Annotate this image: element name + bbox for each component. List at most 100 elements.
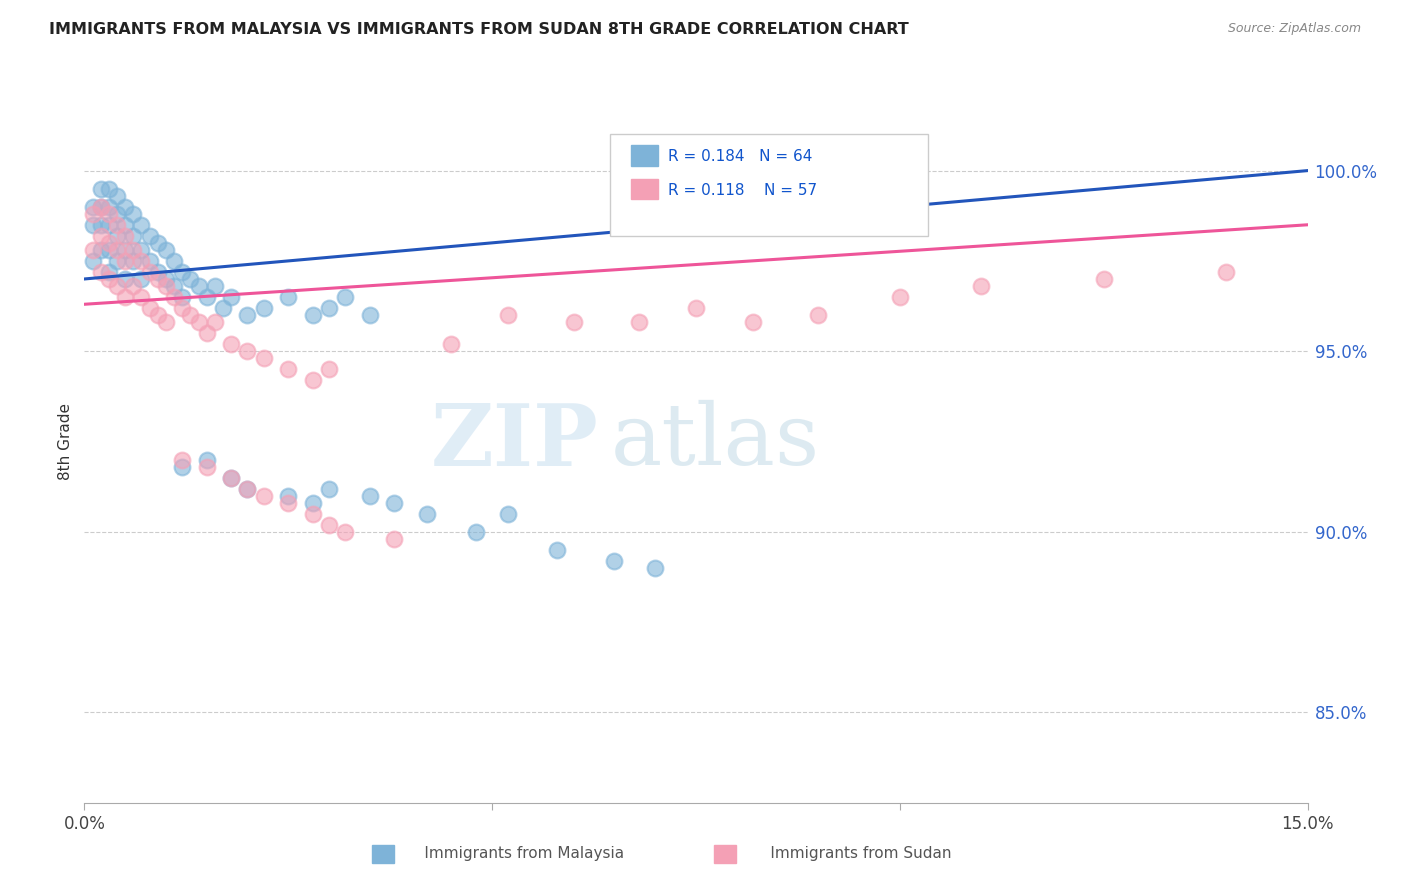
Point (277, 489, 299, 503)
Point (155, 279, 177, 293)
Point (627, 315, 650, 329)
Point (97, 265, 120, 279)
Point (138, 265, 160, 279)
Point (155, 315, 177, 329)
Point (146, 308, 169, 322)
Text: ZIP: ZIP (430, 400, 598, 483)
Point (1215, 265, 1237, 279)
Point (97, 243, 120, 257)
Point (318, 482, 340, 496)
Point (195, 326, 218, 340)
Point (172, 290, 194, 304)
Bar (631, 145, 658, 166)
Point (301, 496, 323, 510)
Point (114, 272, 136, 286)
Point (219, 470, 242, 484)
Point (277, 290, 299, 304)
Point (172, 301, 194, 315)
Point (546, 542, 568, 557)
Point (187, 279, 209, 293)
Point (382, 496, 405, 510)
Point (335, 524, 357, 539)
Point (685, 301, 707, 315)
Text: Immigrants from Sudan: Immigrants from Sudan (747, 846, 952, 861)
Point (105, 207, 128, 221)
Point (131, 243, 153, 257)
Point (90, 243, 112, 257)
Point (146, 235, 169, 250)
Point (359, 308, 381, 322)
Point (131, 272, 153, 286)
Point (301, 373, 323, 387)
Point (90, 228, 112, 243)
Point (122, 228, 145, 243)
Point (105, 279, 128, 293)
Point (277, 362, 299, 376)
Bar (714, 845, 737, 863)
Text: Immigrants from Malaysia: Immigrants from Malaysia (401, 846, 624, 861)
Point (236, 482, 259, 496)
Point (416, 507, 439, 521)
Point (889, 290, 911, 304)
Point (440, 337, 463, 351)
Point (90, 181, 112, 195)
Point (195, 452, 218, 467)
Point (219, 290, 242, 304)
Point (253, 351, 276, 366)
Point (187, 315, 209, 329)
Point (253, 489, 276, 503)
Point (122, 253, 145, 268)
Point (807, 308, 830, 322)
Point (97, 200, 120, 214)
Point (138, 253, 160, 268)
Point (105, 218, 128, 232)
Point (1092, 272, 1115, 286)
Point (122, 207, 145, 221)
Point (163, 279, 186, 293)
Point (335, 290, 357, 304)
Point (742, 315, 765, 329)
Point (97, 272, 120, 286)
Point (90, 265, 112, 279)
Point (219, 470, 242, 484)
Text: R = 0.184   N = 64: R = 0.184 N = 64 (668, 149, 813, 163)
Point (114, 200, 136, 214)
Point (122, 243, 145, 257)
Point (97, 181, 120, 195)
Point (301, 507, 323, 521)
Point (318, 517, 340, 532)
Point (253, 301, 276, 315)
Text: Source: ZipAtlas.com: Source: ZipAtlas.com (1227, 22, 1361, 36)
Point (97, 207, 120, 221)
Point (105, 189, 128, 203)
Point (236, 482, 259, 496)
Point (204, 315, 226, 329)
Point (90, 218, 112, 232)
Point (146, 265, 169, 279)
Point (163, 290, 186, 304)
Point (82, 243, 104, 257)
Bar (371, 845, 394, 863)
Point (301, 308, 323, 322)
Point (97, 218, 120, 232)
Point (114, 253, 136, 268)
Point (970, 279, 993, 293)
Point (236, 344, 259, 359)
Point (204, 279, 226, 293)
Point (172, 265, 194, 279)
Point (146, 272, 169, 286)
Point (131, 290, 153, 304)
Point (82, 218, 104, 232)
Point (155, 272, 177, 286)
Point (105, 253, 128, 268)
Point (277, 496, 299, 510)
Point (122, 279, 145, 293)
Point (114, 228, 136, 243)
Point (318, 362, 340, 376)
Point (172, 452, 194, 467)
Point (82, 200, 104, 214)
Point (382, 532, 405, 546)
Point (179, 272, 201, 286)
Point (179, 308, 201, 322)
Point (105, 228, 128, 243)
